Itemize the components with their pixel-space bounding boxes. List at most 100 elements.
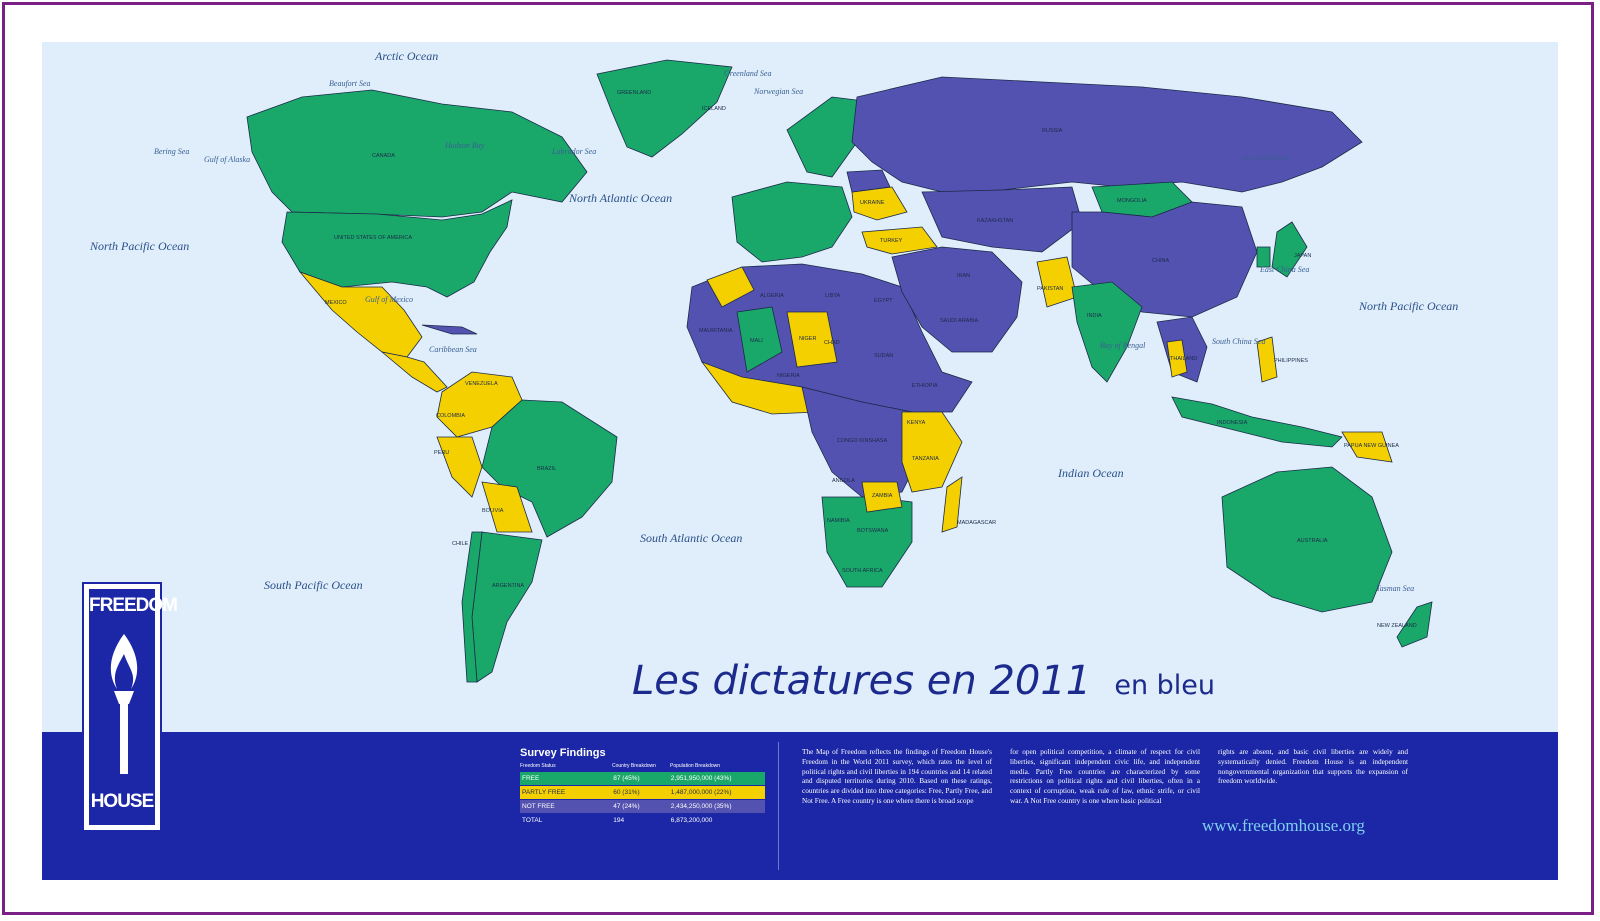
survey-title: Survey Findings xyxy=(520,747,606,759)
sea-label-tasman: Tasman Sea xyxy=(1376,584,1414,593)
text-column-1: The Map of Freedom reflects the findings… xyxy=(802,747,992,805)
country-label-zambia: ZAMBIA xyxy=(872,493,893,499)
country-label-bolivia: BOLIVIA xyxy=(482,508,504,514)
country-label-chile: CHILE xyxy=(452,541,469,547)
survey-cell-countries: 194 xyxy=(613,817,625,824)
torch-icon xyxy=(110,634,138,774)
belarus-shape xyxy=(846,169,891,193)
central-america-shape xyxy=(381,351,448,393)
country-label-angola: ANGOLA xyxy=(832,478,855,484)
country-label-china: CHINA xyxy=(1152,258,1169,264)
country-label-mali: MALI xyxy=(750,338,763,344)
bolivia-shape xyxy=(481,481,533,533)
country-label-australia: AUSTRALIA xyxy=(1297,538,1328,544)
europe-landmass xyxy=(731,96,938,263)
survey-row-not-free: NOT FREE 47 (24%) 2,434,250,000 (35%) xyxy=(520,800,765,813)
sea-label-hudson: Hudson Bay xyxy=(444,141,485,150)
survey-header-status: Freedom Status xyxy=(520,763,556,769)
country-label-tanzania: TANZANIA xyxy=(912,456,939,462)
sea-label-caribbean: Caribbean Sea xyxy=(429,345,477,354)
central-africa-shape xyxy=(801,386,923,498)
sea-label-greenland: Greenland Sea xyxy=(724,69,771,78)
sea-label-gulf-mexico: Gulf of Mexico xyxy=(365,295,413,304)
country-label-saudi: SAUDI ARABIA xyxy=(940,318,979,324)
country-label-indonesia: INDONESIA xyxy=(1217,420,1248,426)
ocean-label-south-atlantic: South Atlantic Ocean xyxy=(640,531,742,545)
survey-cell-population: 6,873,200,000 xyxy=(670,817,713,824)
russia-shape xyxy=(851,76,1363,193)
ocean-label-arctic: Arctic Ocean xyxy=(374,49,438,63)
madagascar-shape xyxy=(941,476,963,533)
logo-line-2: HOUSE xyxy=(90,791,155,812)
zambia-shape xyxy=(861,481,903,513)
country-label-brazil: BRAZIL xyxy=(537,466,556,472)
country-label-algeria: ALGERIA xyxy=(760,293,784,299)
country-label-botswana: BOTSWANA xyxy=(857,528,889,534)
country-label-japan: JAPAN xyxy=(1294,253,1311,259)
survey-cell-population: 2,951,950,000 (43%) xyxy=(670,775,732,782)
country-label-egypt: EGYPT xyxy=(874,298,893,304)
ocean-label-north-atlantic: North Atlantic Ocean xyxy=(568,191,672,205)
country-label-india: INDIA xyxy=(1087,313,1102,319)
survey-row-partly-free: PARTLY FREE 60 (31%) 1,487,000,000 (22%) xyxy=(520,786,765,799)
survey-cell-status: TOTAL xyxy=(522,817,543,824)
thailand-shape xyxy=(1166,339,1188,378)
country-label-thailand: THAILAND xyxy=(1170,356,1197,362)
middle-east-shape xyxy=(891,246,1023,353)
survey-cell-population: 1,487,000,000 (22%) xyxy=(670,789,732,796)
country-label-new-zealand: NEW ZEALAND xyxy=(1377,623,1417,629)
country-label-south-africa: SOUTH AFRICA xyxy=(842,568,883,574)
ocean-label-north-pacific-left: North Pacific Ocean xyxy=(89,239,189,253)
survey-cell-population: 2,434,250,000 (35%) xyxy=(670,803,732,810)
country-label-canada: CANADA xyxy=(372,153,395,159)
country-label-chad: CHAD xyxy=(824,340,840,346)
country-label-ethiopia: ETHIOPIA xyxy=(912,383,938,389)
morocco-shape xyxy=(706,266,755,308)
freedom-map-poster: Arctic Ocean North Pacific Ocean North P… xyxy=(42,42,1558,880)
mexico-shape xyxy=(298,271,423,358)
chile-shape xyxy=(461,531,483,683)
peru-shape xyxy=(436,436,483,498)
country-label-pakistan: PAKISTAN xyxy=(1037,286,1063,292)
india-shape xyxy=(1071,281,1143,383)
country-label-mongolia: MONGOLIA xyxy=(1117,198,1147,204)
survey-row-free: FREE 87 (45%) 2,951,950,000 (43%) xyxy=(520,772,765,785)
country-label-turkey: TURKEY xyxy=(880,238,903,244)
sea-label-gulf-alaska: Gulf of Alaska xyxy=(204,155,250,164)
country-label-mexico: MEXICO xyxy=(325,300,347,306)
country-label-iran: IRAN xyxy=(957,273,970,279)
survey-findings-table: Survey Findings Freedom Status Country B… xyxy=(520,747,765,828)
africa-landmass xyxy=(686,263,973,588)
sea-label-okhotsk: Sea of Okhotsk xyxy=(1242,153,1290,162)
survey-header-countries: Country Breakdown xyxy=(612,763,656,769)
country-label-peru: PERU xyxy=(434,450,449,456)
sea-label-beaufort: Beaufort Sea xyxy=(329,79,371,88)
country-label-argentina: ARGENTINA xyxy=(492,583,524,589)
turkey-shape xyxy=(861,226,938,255)
info-band xyxy=(42,732,1558,880)
survey-cell-countries: 60 (31%) xyxy=(613,789,640,796)
philippines-shape xyxy=(1256,336,1278,383)
south-america-landmass xyxy=(436,371,618,683)
caption-main: Les dictatures en 2011 xyxy=(632,658,1092,704)
country-label-papua: PAPUA NEW GUINEA xyxy=(1344,443,1399,449)
text-column-2: for open political competition, a climat… xyxy=(1010,747,1200,805)
column-divider xyxy=(778,742,779,870)
central-asia-shape xyxy=(921,186,1083,253)
brazil-shape xyxy=(481,399,618,538)
country-label-philippines: PHILIPPINES xyxy=(1274,358,1308,364)
website-link[interactable]: www.freedomhouse.org xyxy=(1202,816,1365,835)
ocean-label-north-pacific-right: North Pacific Ocean xyxy=(1358,299,1458,313)
greenland-shape xyxy=(596,59,733,158)
sea-label-bengal: Bay of Bengal xyxy=(1100,341,1146,350)
country-label-greenland: GREENLAND xyxy=(617,90,651,96)
niger-shape xyxy=(786,311,838,368)
survey-cell-status: NOT FREE xyxy=(522,803,555,810)
country-label-nigeria: NIGERIA xyxy=(777,373,800,379)
logo-panel: FREEDOM HOUSE xyxy=(89,589,178,825)
canada-shape xyxy=(246,89,588,218)
survey-row-total: TOTAL 194 6,873,200,000 xyxy=(520,814,765,827)
country-label-iceland: ICELAND xyxy=(702,106,726,112)
sea-label-south-china: South China Sea xyxy=(1212,337,1265,346)
north-america-landmass xyxy=(246,59,733,393)
